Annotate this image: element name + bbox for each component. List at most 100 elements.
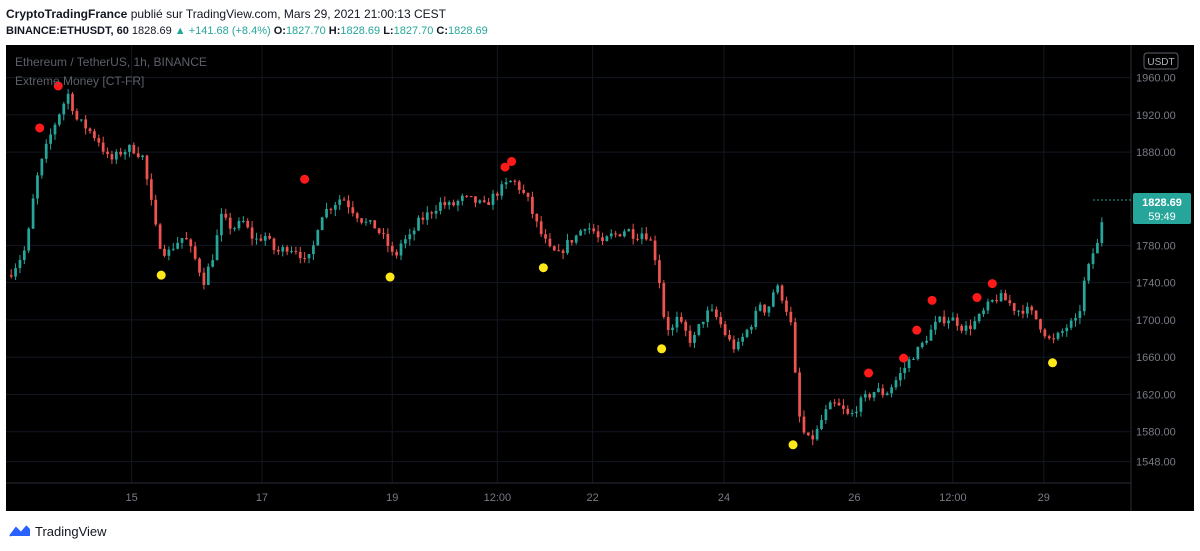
candle-body [754,310,758,327]
price-axis: 1960.00 1920.00 1880.00 1780.00 1740.00 1700.… [1136,73,1176,469]
candle-body [1100,222,1104,243]
candle-body [653,240,657,261]
candle-body [27,228,31,251]
candle-body [951,317,955,321]
x-tick-label: 15 [126,492,138,504]
candle-body [969,325,972,329]
candle-body [741,336,745,342]
candle-body [592,228,596,232]
y-tick-label: 1700.00 [1136,315,1176,327]
grid-lines [6,45,1131,483]
candle-body [307,254,311,259]
candle-body [820,420,823,429]
candle-body [303,258,307,260]
candle-body [14,268,17,277]
candle-body [1065,327,1069,332]
candle-body [763,304,766,313]
candle-body [237,221,241,229]
candle-body [312,245,315,255]
candle-body [1021,310,1025,314]
published-text: publié sur TradingView.com, Mars 29, 202… [130,7,446,21]
candle-body [644,233,648,240]
candle-body [666,316,670,330]
candle-body [509,180,512,183]
y-tick-label: 1960.00 [1136,73,1176,85]
candle-body [671,327,674,330]
candle-body [31,198,35,229]
candle-body [474,196,477,203]
y-tick-label: 1620.00 [1136,389,1176,401]
candle-body [382,233,385,235]
candle-body [837,402,841,406]
candle-body [71,93,74,112]
candle-body [281,247,285,252]
sell-signal-dot [927,295,937,305]
author-name[interactable]: CryptoTradingFrance [6,7,128,21]
candle-body [982,310,985,314]
candle-body [351,207,355,214]
price-badge: 1828.69 [1142,197,1182,209]
chart-area[interactable]: 1960.00 1920.00 1880.00 1780.00 1740.00 1700.… [6,45,1194,511]
candle-body [675,316,679,328]
indicator-name[interactable]: Extreme Money [CT-FR] [15,74,145,88]
candle-body [1025,306,1029,314]
price-badge-box [1133,193,1191,224]
buy-signal-dot [788,440,798,450]
candle-body [684,321,688,331]
candle-body [417,217,420,231]
candle-body [347,200,350,208]
candle-body [119,151,123,155]
candle-body [241,220,245,222]
candle-body [487,202,490,205]
candle-body [995,300,999,302]
candle-body [601,237,604,242]
candle-body [193,246,197,259]
candle-body [329,208,333,210]
candle-body [548,238,552,247]
candle-body [53,124,57,135]
candle-body [360,218,363,223]
candle-body [447,202,451,206]
candle-body [574,235,578,243]
candle-body [101,142,105,152]
candle-body [263,236,267,241]
ohlc-line: BINANCE:ETHUSDT, 60 1828.69 ▲ +141.68 (+… [6,25,488,37]
candle-body [942,316,946,324]
high-label: H: [328,25,341,37]
candle-body [973,321,977,329]
buy-signal-dot [1048,358,1058,368]
sell-signal-dot [987,279,997,289]
candle-body [596,231,600,238]
candle-body [640,233,644,240]
candle-body [881,388,885,396]
candle-body [570,240,574,243]
tradingview-logo-icon[interactable] [8,523,32,544]
candle-body [1082,280,1086,312]
candle-body [75,111,79,120]
candle-body [999,293,1003,302]
candle-body [189,239,193,247]
close-value: 1828.69 [448,25,488,37]
candle-body [1091,253,1095,265]
candle-body [824,409,828,421]
candle-body [890,387,893,394]
candle-body [364,221,368,223]
candle-body [149,179,153,200]
currency-label[interactable]: USDT [1147,57,1174,68]
open-value: 1827.70 [285,25,326,37]
candle-body [469,195,473,197]
y-tick-label: 1548.00 [1136,457,1176,469]
candle-body [833,402,836,404]
candle-body [846,408,850,414]
candle-body [627,229,631,232]
candle-body [491,193,495,205]
candle-body [776,285,780,293]
tradingview-brand[interactable]: TradingView [35,524,107,539]
price-chart[interactable]: 1960.00 1920.00 1880.00 1780.00 1740.00 1700.… [6,45,1194,511]
candle-body [566,240,569,254]
candle-body [373,220,377,229]
candle-body [141,155,144,158]
candle-body [395,251,398,256]
candle-body [955,317,959,326]
candle-body [771,292,775,307]
